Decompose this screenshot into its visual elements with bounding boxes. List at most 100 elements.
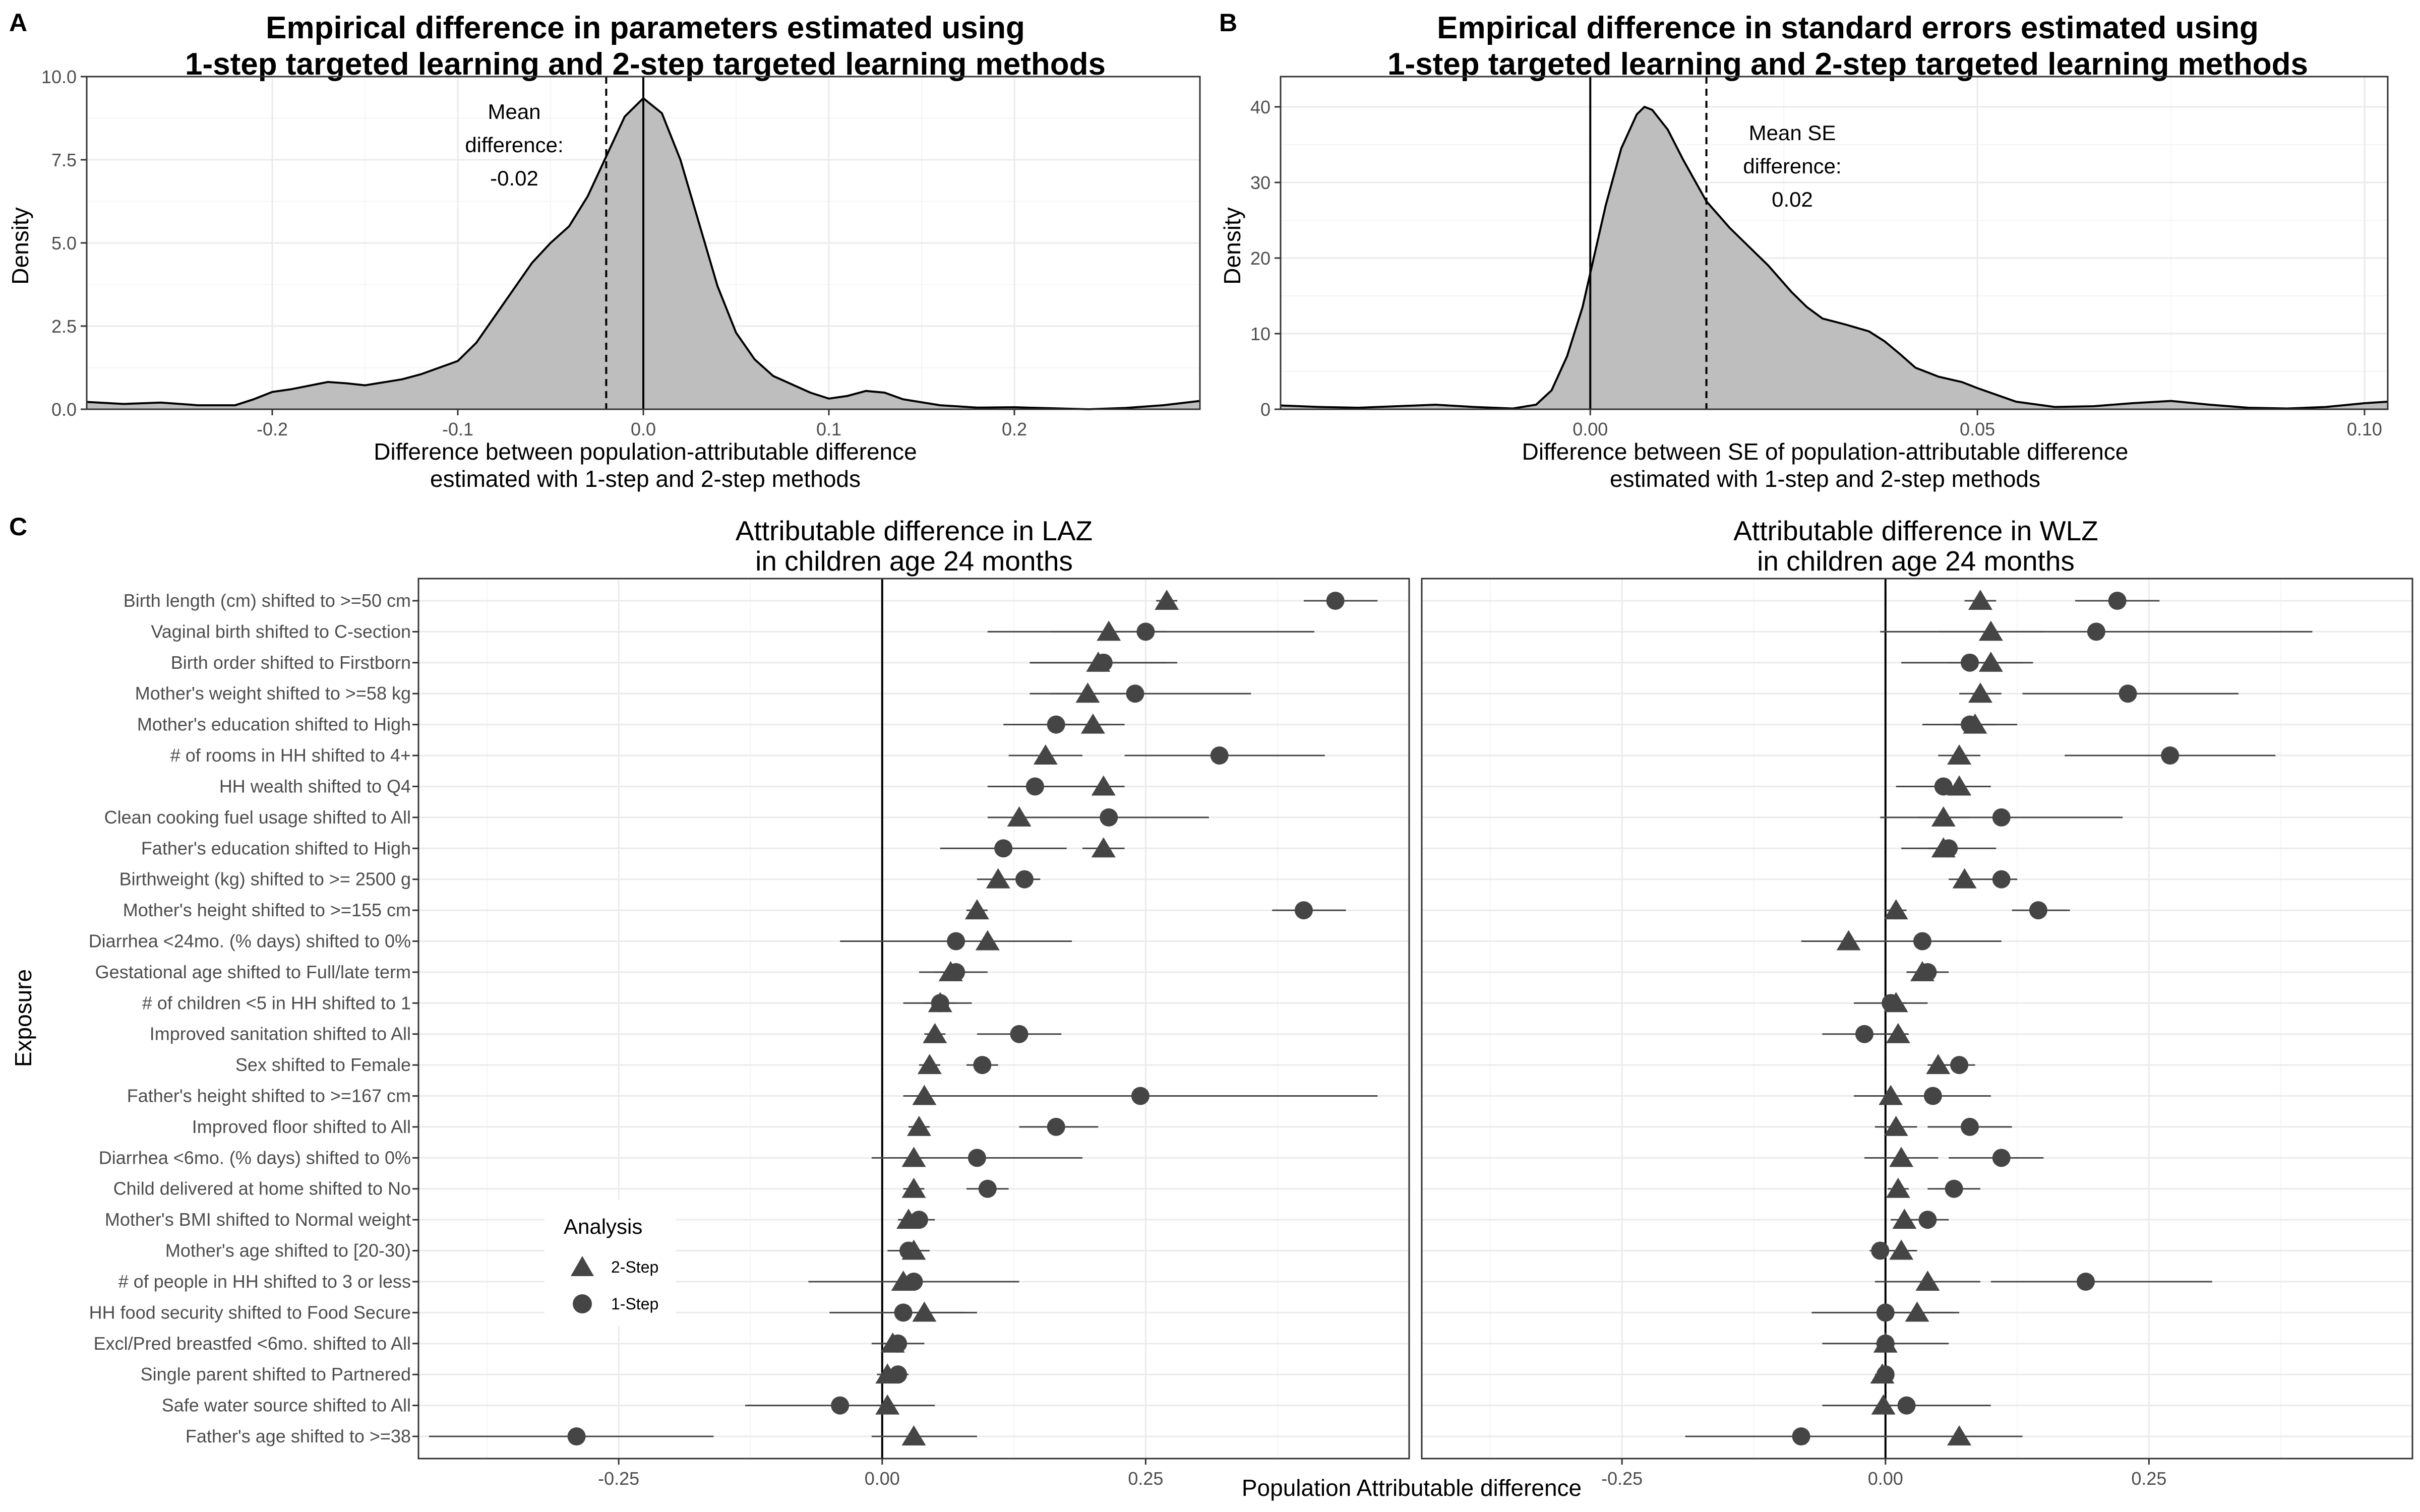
one-step-point — [889, 1365, 908, 1384]
x-tick-label: 0.00 — [1868, 1468, 1903, 1489]
one-step-point — [889, 1334, 908, 1353]
one-step-point — [1940, 839, 1958, 858]
panel-a-reference-lines — [605, 77, 644, 409]
x-tick-label: 0.05 — [1960, 419, 1995, 439]
exposure-label: Sex shifted to Female — [235, 1054, 411, 1075]
one-step-point — [2087, 622, 2105, 641]
exposure-label: Birth length (cm) shifted to >=50 cm — [124, 590, 411, 611]
panel-a-border — [86, 76, 1201, 410]
panel-a: A Empirical difference in parameters est… — [7, 9, 1201, 492]
exposure-label: Mother's age shifted to [20-30) — [165, 1240, 411, 1261]
two-step-point — [1075, 682, 1100, 703]
one-step-point — [1010, 1025, 1028, 1043]
one-step-point — [947, 963, 965, 981]
one-step-point — [994, 839, 1013, 858]
x-tick-label: 0.00 — [865, 1468, 900, 1489]
exposure-label: Excl/Pred breastfed <6mo. shifted to All — [94, 1333, 411, 1354]
legend-triangle-icon — [571, 1256, 594, 1276]
one-step-point — [1094, 653, 1113, 672]
two-step-point — [1886, 1023, 1910, 1043]
one-step-point — [2119, 684, 2137, 703]
x-tick-label: -0.25 — [1601, 1468, 1643, 1489]
exposure-label: Birthweight (kg) shifted to >= 2500 g — [119, 869, 411, 890]
x-tick-label: 0.10 — [2347, 419, 2382, 439]
two-step-point — [901, 1177, 926, 1198]
panel-a-annotation-line2: difference: — [465, 133, 563, 157]
two-step-point — [964, 899, 989, 920]
two-step-point — [1947, 1425, 1972, 1445]
two-step-point — [1947, 744, 1972, 765]
x-tick-label: 0.2 — [1002, 419, 1027, 439]
one-step-point — [2029, 901, 2047, 920]
x-tick-label: 0.25 — [2131, 1468, 2166, 1489]
two-step-point — [1952, 868, 1977, 889]
exposure-label: Child delivered at home shifted to No — [113, 1178, 411, 1199]
two-step-point — [1931, 806, 1956, 827]
two-step-point — [1884, 899, 1908, 920]
one-step-point — [1913, 932, 1931, 951]
two-step-point — [975, 930, 1000, 951]
exposure-label: Father's education shifted to High — [141, 838, 411, 858]
y-tick-label: 10 — [1250, 324, 1270, 344]
wlz-forest-plot: -0.25 0.00 0.25 — [1422, 579, 2412, 1489]
legend-label-2step: 2-Step — [611, 1258, 658, 1276]
panel-a-x-axis-label-line1: Difference between population-attributab… — [374, 438, 917, 465]
panel-b-annotation-line3: 0.02 — [1772, 187, 1813, 211]
two-step-point — [1968, 590, 1992, 610]
one-step-point — [1294, 901, 1313, 920]
wlz-panel-title-line1: Attributable difference in WLZ — [1733, 515, 2098, 546]
exposure-labels: Birth length (cm) shifted to >=50 cm Vagi… — [89, 590, 418, 1446]
exposure-label: Father's age shifted to >=38 — [186, 1426, 411, 1446]
exposure-label: # of children <5 in HH shifted to 1 — [142, 992, 411, 1013]
y-tick-label: 40 — [1250, 97, 1270, 117]
panel-b-border — [1280, 76, 2389, 410]
y-tick-label: 20 — [1250, 248, 1270, 269]
one-step-point — [1882, 994, 1900, 1013]
exposure-label: Clean cooking fuel usage shifted to All — [104, 807, 411, 828]
two-step-point — [986, 868, 1010, 889]
panel-b-density — [1280, 105, 2388, 410]
x-tick-label: 0.1 — [816, 419, 841, 439]
two-step-point — [906, 1115, 931, 1136]
exposure-label: Birth order shifted to Firstborn — [171, 652, 411, 673]
one-step-point — [894, 1303, 913, 1322]
two-step-point — [875, 1394, 900, 1415]
exposure-label: HH food security shifted to Food Secure — [89, 1302, 411, 1322]
one-step-point — [831, 1396, 850, 1415]
exposure-label: HH wealth shifted to Q4 — [219, 776, 411, 796]
panel-b-annotation-line2: difference: — [1743, 154, 1841, 178]
two-step-point — [1915, 1270, 1940, 1291]
one-step-point — [1961, 653, 1979, 672]
one-step-point — [1992, 808, 2011, 827]
y-tick-label: 5.0 — [51, 233, 77, 254]
exposure-label: Improved sanitation shifted to All — [150, 1024, 411, 1044]
legend-circle-icon — [573, 1294, 592, 1313]
one-step-point — [1918, 1211, 1937, 1229]
panel-c: C Attributable difference in LAZ in chil… — [9, 513, 2413, 1501]
exposure-label: Gestational age shifted to Full/late ter… — [95, 962, 411, 982]
one-step-point — [1871, 1241, 1890, 1260]
exposure-label: Father's height shifted to >=167 cm — [127, 1086, 411, 1106]
two-step-point — [1978, 620, 2003, 641]
one-step-point — [567, 1427, 586, 1445]
x-tick-label: -0.2 — [257, 419, 288, 439]
one-step-point — [1992, 870, 2011, 889]
one-step-point — [947, 932, 965, 951]
x-tick-label: -0.1 — [442, 419, 473, 439]
one-step-point — [1961, 1117, 1979, 1136]
two-step-point — [1926, 1054, 1951, 1075]
panel-a-annotation-line3: -0.02 — [490, 166, 538, 190]
one-step-point — [1792, 1427, 1810, 1445]
panel-b-x-axis-label-line2: estimated with 1-step and 2-step methods — [1610, 466, 2040, 492]
legend-title: Analysis — [564, 1215, 642, 1238]
one-step-point — [1876, 1303, 1895, 1322]
panel-a-x-axis-label-line2: estimated with 1-step and 2-step methods — [430, 466, 861, 492]
panel-c-label: C — [9, 513, 27, 541]
two-step-point — [1080, 713, 1105, 734]
one-step-point — [1015, 870, 1034, 889]
one-step-point — [1131, 1087, 1150, 1105]
panel-b-ticks: 0.00 0.05 0.10 0 10 20 30 40 — [1250, 97, 2382, 439]
two-step-point — [1091, 837, 1116, 858]
panel-a-ticks: -0.2 -0.1 0.0 0.1 0.2 0.0 2.5 5.0 7.5 10.0 — [41, 67, 1027, 439]
one-step-point — [973, 1056, 992, 1075]
